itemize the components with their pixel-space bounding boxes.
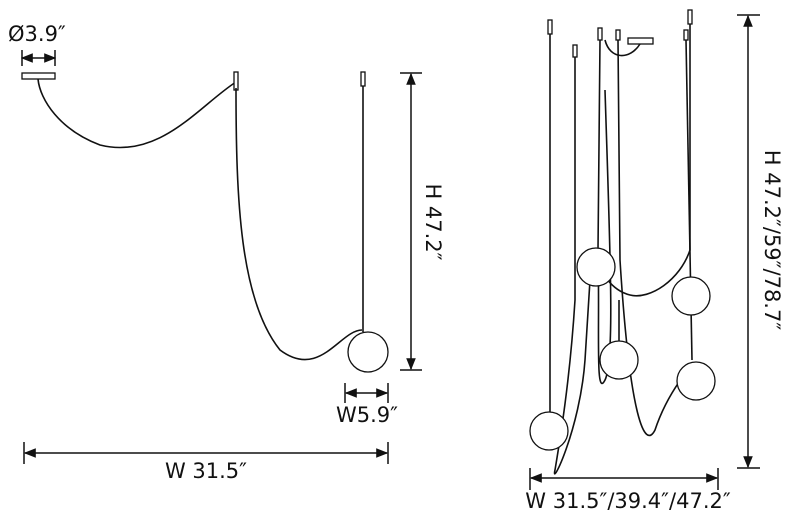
height-label: H 47.2″ <box>421 183 445 260</box>
right-dimensions: H 47.2″/59″/78.7″ W 31.5″/39.4″/47.2″ <box>525 14 784 513</box>
width-label: W 31.5″ <box>165 459 247 483</box>
left-fixture <box>21 71 389 373</box>
left-dimensions: Ø3.9″ H 47.2″ W5.9″ W 31.5″ <box>8 22 445 483</box>
right-fixture <box>529 9 716 475</box>
shade-width-label: W5.9″ <box>336 403 398 427</box>
height-label: H 47.2″/59″/78.7″ <box>760 150 784 331</box>
width-label: W 31.5″/39.4″/47.2″ <box>525 489 731 513</box>
canopy-label: Ø3.9″ <box>8 22 66 46</box>
